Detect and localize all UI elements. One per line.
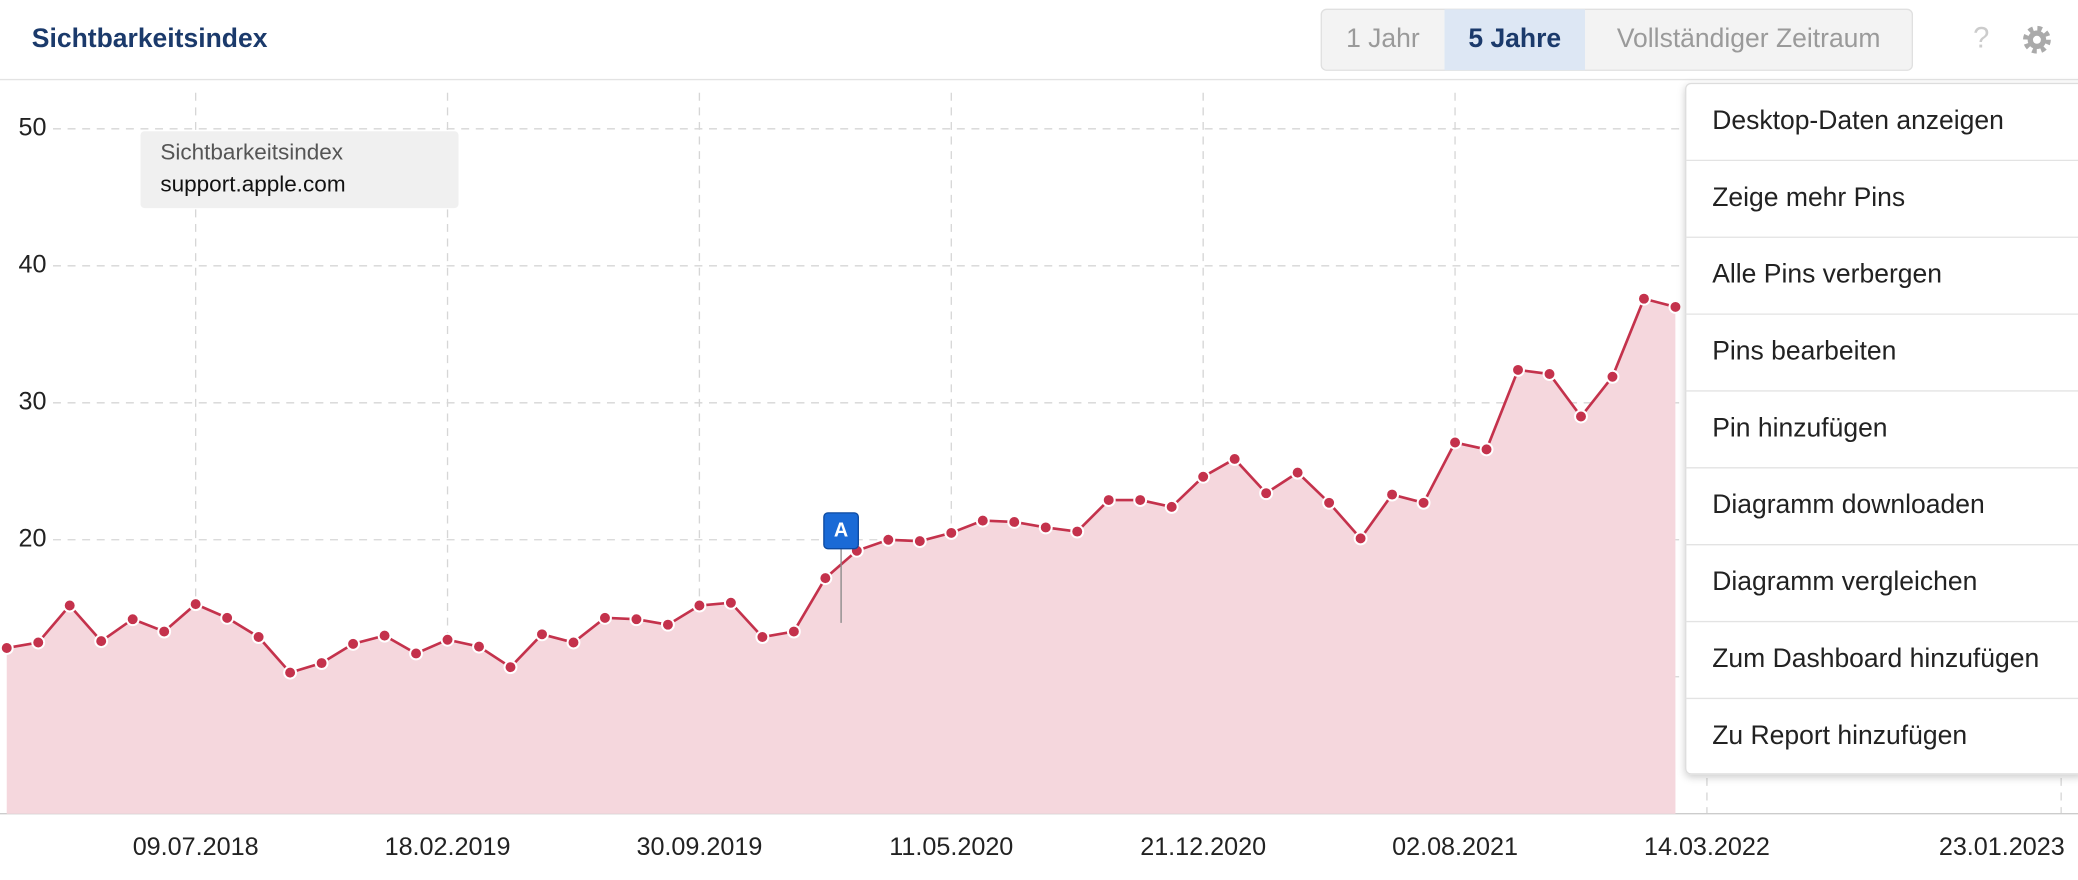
data-point[interactable] bbox=[975, 513, 990, 528]
data-point[interactable] bbox=[1668, 299, 1683, 314]
data-point[interactable] bbox=[283, 665, 298, 680]
data-point[interactable] bbox=[598, 610, 612, 625]
range-button[interactable]: 5 Jahre bbox=[1468, 23, 1561, 53]
settings-icon[interactable] bbox=[2023, 25, 2051, 54]
plot: 102030405009.07.201818.02.201930.09.2019… bbox=[0, 92, 2078, 861]
x-tick-label: 18.02.2019 bbox=[385, 833, 511, 861]
data-point[interactable] bbox=[1133, 493, 1148, 508]
x-tick-label: 23.01.2023 bbox=[1939, 833, 2065, 861]
data-point[interactable] bbox=[723, 595, 738, 610]
legend-box bbox=[140, 131, 459, 209]
data-point[interactable] bbox=[1385, 487, 1400, 502]
data-point[interactable] bbox=[660, 617, 675, 632]
data-point[interactable] bbox=[944, 525, 959, 540]
data-point[interactable] bbox=[1196, 469, 1211, 484]
data-point[interactable] bbox=[125, 612, 140, 627]
range-button-active[interactable] bbox=[1444, 9, 1586, 71]
data-point[interactable] bbox=[755, 630, 770, 644]
data-point[interactable] bbox=[314, 656, 329, 671]
data-point[interactable] bbox=[692, 598, 707, 613]
area-fill bbox=[6, 298, 1676, 814]
data-point[interactable] bbox=[786, 624, 801, 639]
y-tick-label: 50 bbox=[19, 113, 47, 141]
legend-title: Sichtbarkeitsindex bbox=[160, 140, 343, 165]
data-point[interactable] bbox=[188, 597, 203, 612]
data-point[interactable] bbox=[629, 612, 644, 627]
x-tick-label: 14.03.2022 bbox=[1644, 833, 1770, 861]
legend-entry: support.apple.com bbox=[160, 172, 345, 197]
data-point[interactable] bbox=[346, 636, 361, 651]
pin-label[interactable]: A bbox=[834, 520, 848, 542]
menu-item[interactable]: Alle Pins verbergen bbox=[1712, 259, 1942, 289]
data-point[interactable] bbox=[1574, 409, 1588, 424]
y-tick-label: 20 bbox=[19, 524, 47, 552]
header-title: Sichtbarkeitsindex bbox=[32, 23, 268, 53]
x-tick-label: 09.07.2018 bbox=[133, 833, 259, 861]
data-point[interactable] bbox=[377, 628, 392, 643]
data-point[interactable] bbox=[1637, 291, 1651, 306]
data-point[interactable] bbox=[62, 598, 77, 613]
data-point[interactable] bbox=[503, 660, 518, 675]
range-button[interactable]: Vollständiger Zeitraum bbox=[1617, 23, 1881, 53]
data-point[interactable] bbox=[912, 534, 927, 549]
data-point[interactable] bbox=[1164, 499, 1179, 514]
data-point[interactable] bbox=[1007, 515, 1022, 529]
data-point[interactable] bbox=[1070, 524, 1085, 539]
menu-item[interactable]: Pin hinzufügen bbox=[1712, 412, 1887, 442]
data-point[interactable] bbox=[220, 610, 235, 625]
data-point[interactable] bbox=[1322, 495, 1337, 510]
data-point[interactable] bbox=[1448, 435, 1463, 450]
data-point[interactable] bbox=[1605, 369, 1620, 384]
x-tick-label: 02.08.2021 bbox=[1392, 833, 1518, 861]
data-point[interactable] bbox=[1259, 486, 1274, 501]
header: Sichtbarkeitsindex ? 1 Jahr 5 Jahre Vollst… bbox=[0, 0, 2078, 81]
data-point[interactable] bbox=[1479, 442, 1494, 457]
y-tick-label: 40 bbox=[19, 250, 47, 278]
data-point[interactable] bbox=[1416, 495, 1431, 510]
menu-item[interactable]: Desktop-Daten anzeigen bbox=[1712, 105, 2004, 135]
data-point[interactable] bbox=[251, 630, 266, 644]
data-point[interactable] bbox=[1101, 493, 1116, 508]
data-point[interactable] bbox=[1511, 362, 1525, 377]
data-point[interactable] bbox=[881, 532, 896, 547]
data-point[interactable] bbox=[535, 627, 549, 642]
menu-item[interactable]: Pins bearbeiten bbox=[1712, 336, 1896, 366]
menu-item[interactable]: Diagramm downloaden bbox=[1712, 489, 1985, 519]
data-point[interactable] bbox=[94, 634, 109, 649]
data-point[interactable] bbox=[1290, 465, 1305, 480]
x-tick-label: 30.09.2019 bbox=[636, 833, 762, 861]
data-point[interactable] bbox=[440, 632, 455, 647]
data-point[interactable] bbox=[0, 641, 14, 655]
menu-item[interactable]: Zu Report hinzufügen bbox=[1712, 720, 1967, 750]
data-point[interactable] bbox=[31, 635, 46, 650]
menu-panel bbox=[1685, 82, 2078, 775]
menu-item[interactable]: Diagramm vergleichen bbox=[1712, 566, 1977, 596]
help-icon[interactable]: ? bbox=[1973, 22, 1989, 54]
menu-item[interactable]: Zeige mehr Pins bbox=[1712, 182, 1905, 212]
data-point[interactable] bbox=[1353, 531, 1368, 546]
data-point[interactable] bbox=[472, 639, 486, 654]
data-point[interactable] bbox=[409, 646, 424, 661]
pin-box[interactable] bbox=[823, 512, 859, 550]
data-point[interactable] bbox=[1227, 451, 1242, 466]
context-menu: Desktop-Daten anzeigen Zeige mehr Pins All… bbox=[1685, 82, 2078, 775]
x-tick-label: 21.12.2020 bbox=[1140, 833, 1266, 861]
y-tick-label: 30 bbox=[19, 387, 47, 415]
data-point[interactable] bbox=[818, 571, 833, 586]
data-point[interactable] bbox=[157, 624, 172, 639]
range-button[interactable]: 1 Jahr bbox=[1346, 23, 1420, 53]
menu-item[interactable]: Zum Dashboard hinzufügen bbox=[1712, 643, 2039, 673]
data-point[interactable] bbox=[1038, 520, 1053, 535]
data-point[interactable] bbox=[566, 635, 581, 650]
x-tick-label: 11.05.2020 bbox=[889, 833, 1013, 861]
data-point[interactable] bbox=[1542, 367, 1557, 381]
